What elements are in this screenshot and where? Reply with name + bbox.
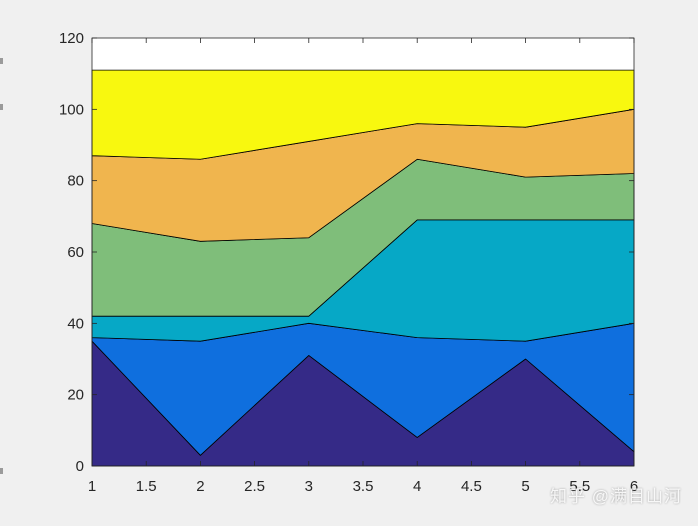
watermark-text: 知乎 @满目山河 [550, 487, 682, 506]
x-tick-label: 4 [413, 478, 421, 495]
x-tick-label: 2.5 [244, 478, 265, 495]
y-tick-label: 0 [76, 458, 84, 475]
x-tick-label: 5.5 [569, 478, 590, 495]
x-tick-label: 3.5 [353, 478, 374, 495]
x-tick-label: 5 [521, 478, 529, 495]
axis-ticks-group [91, 37, 635, 467]
y-tick-label: 40 [67, 315, 84, 332]
x-tick-label: 6 [630, 478, 638, 495]
x-tick-label: 3 [305, 478, 313, 495]
x-tick-label: 2 [196, 478, 204, 495]
y-tick-label: 120 [59, 30, 84, 47]
y-tick-label: 20 [67, 387, 84, 404]
y-tick-label: 60 [67, 244, 84, 261]
y-tick-label: 80 [67, 173, 84, 190]
x-tick-label: 1 [88, 478, 96, 495]
y-tick-label: 100 [59, 101, 84, 118]
edge-mark [0, 104, 3, 110]
area-series-group [91, 69, 635, 467]
edge-mark [0, 468, 3, 474]
x-tick-label: 1.5 [136, 478, 157, 495]
x-tick-label: 4.5 [461, 478, 482, 495]
edge-mark [0, 58, 3, 64]
